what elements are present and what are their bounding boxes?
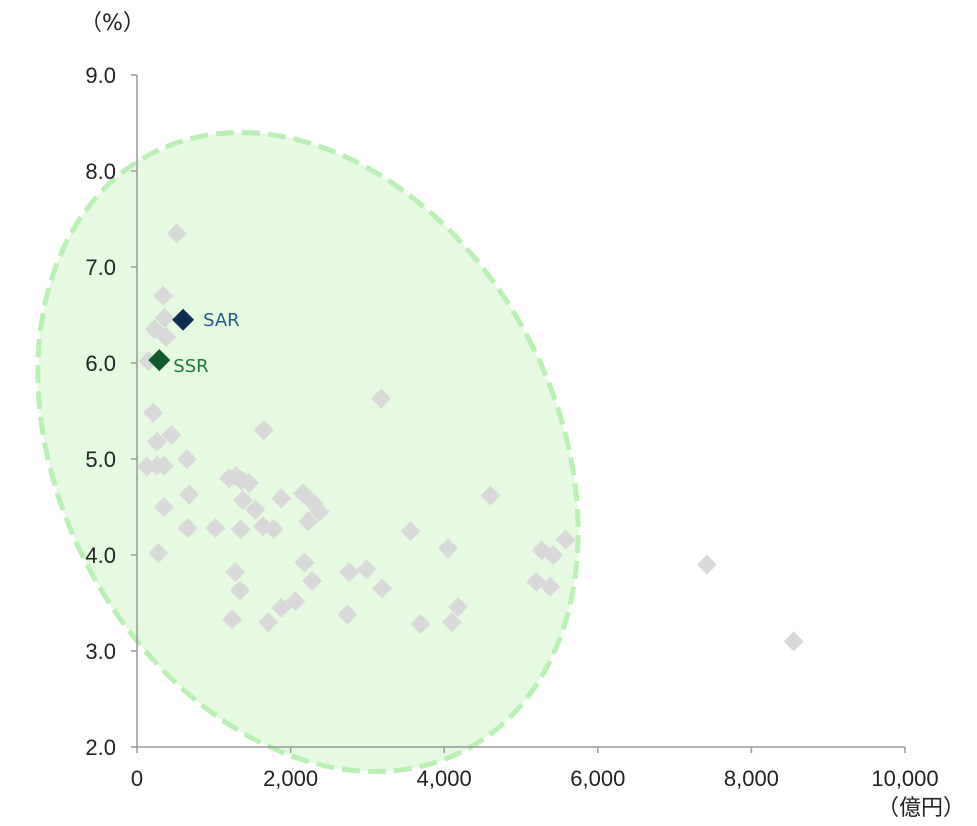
axes: 2.0 3.0 4.0 5.0 6.0 7.0 8.0 9.0 0 2,000 4,000 6,000… [85,63,938,791]
x-axis-unit-label: （億円） [877,796,965,821]
highlight-label-ssr: SSR [173,356,208,377]
data-point [309,501,330,522]
data-point [154,307,175,328]
data-point [153,497,174,517]
data-point [298,511,319,532]
data-point [410,614,431,635]
data-point [555,529,576,550]
highlight-point-ssr [148,349,171,372]
data-point [253,420,274,441]
y-tick-label: 2.0 [85,735,116,760]
y-axis-unit-label: （%） [80,11,145,36]
data-points [136,223,804,652]
data-point [338,562,359,583]
data-point [258,612,279,633]
data-point [166,223,187,244]
y-tick-label: 7.0 [85,255,116,280]
data-point [148,543,169,564]
data-point [222,609,243,630]
data-point [540,576,561,597]
data-point [161,425,182,445]
data-point [146,431,167,452]
y-tick-label: 3.0 [85,639,116,664]
x-tick-label: 0 [131,766,143,791]
data-point [441,612,462,633]
y-tick-label: 5.0 [85,447,116,472]
data-point [480,485,501,506]
y-tick-label: 6.0 [85,351,116,376]
data-point [230,519,251,540]
data-point [179,484,200,505]
highlight-points: SAR SSR [148,308,240,377]
data-point [696,554,717,575]
y-tick-label: 8.0 [85,159,116,184]
x-tick-label: 8,000 [724,766,779,791]
data-point [285,591,306,612]
data-point [239,473,260,493]
data-point [153,285,174,306]
data-point [245,499,266,520]
data-point [337,604,358,625]
highlight-ellipse [35,129,581,775]
data-point [543,545,564,565]
data-point [153,455,174,476]
x-tick-label: 6,000 [570,766,625,791]
data-point [205,518,226,539]
data-point [263,519,284,540]
data-point [271,597,292,618]
data-point [438,538,459,559]
data-point [271,488,292,509]
data-point [400,521,421,541]
data-point [176,449,197,469]
data-point [143,402,164,423]
highlight-point-sar [172,308,195,331]
x-tick-label: 10,000 [871,766,938,791]
data-point [356,559,377,580]
data-point [229,580,250,601]
data-point [371,388,392,409]
data-point [371,578,392,599]
y-tick-label: 4.0 [85,543,116,568]
highlight-label-sar: SAR [203,310,240,331]
data-point [292,483,313,504]
y-tick-label: 9.0 [85,63,116,88]
data-point [783,631,804,652]
x-tick-label: 4,000 [417,766,472,791]
data-point [294,552,315,573]
x-tick-label: 2,000 [263,766,318,791]
data-point [177,518,198,539]
data-point [302,570,323,591]
data-point [225,562,246,583]
data-point [448,596,469,617]
data-point [232,490,253,511]
data-point [156,327,177,348]
